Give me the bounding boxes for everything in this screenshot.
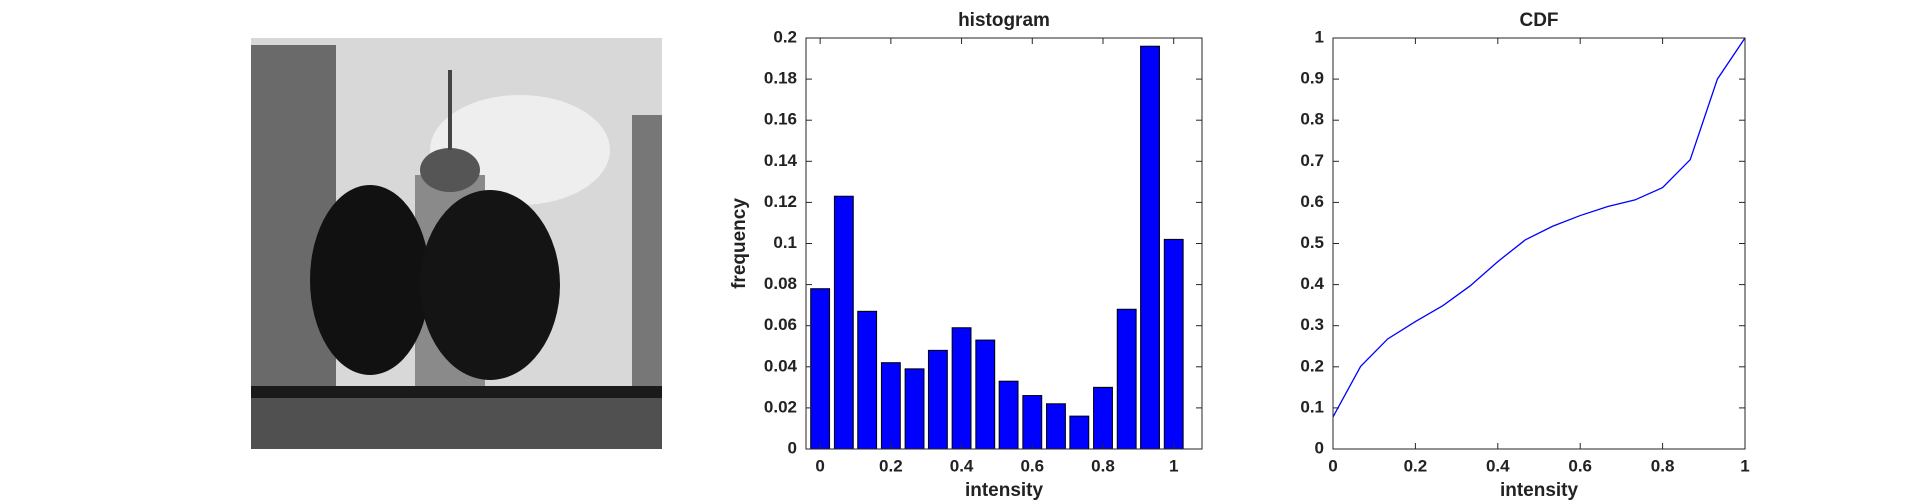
bar [810,288,831,450]
bar [880,362,901,450]
ground [251,398,662,449]
y-tick-label: 0.14 [764,151,798,170]
x-axis-label: intensity [1500,480,1579,501]
chart-title: histogram [958,10,1050,31]
y-tick-label: 0.7 [1300,151,1324,170]
bar [998,380,1019,450]
y-tick-label: 0.3 [1300,315,1324,334]
y-tick-label: 0.16 [764,110,797,129]
x-tick-label: 0.4 [1486,456,1510,475]
y-tick-label: 0.12 [764,192,797,211]
bar [927,349,948,450]
y-tick-label: 0.1 [1300,397,1324,416]
y-tick-label: 0 [788,438,797,457]
y-tick-label: 0.02 [764,397,797,416]
bar [1046,403,1066,450]
x-tick-label: 0.2 [1404,456,1428,475]
y-tick-label: 0.08 [764,274,797,293]
x-tick-label: 0 [815,456,824,475]
x-tick-label: 1 [1740,456,1749,475]
bar [833,195,854,450]
dome [420,148,480,192]
x-tick-label: 0.2 [879,456,903,475]
bar [1069,415,1090,450]
y-tick-label: 0.04 [764,356,798,375]
x-tick-label: 0.8 [1091,456,1115,475]
y-tick-label: 0.9 [1300,69,1324,88]
raven-left [310,185,430,375]
x-axis-label: intensity [965,480,1044,501]
y-tick-label: 0.2 [1300,356,1324,375]
y-tick-label: 0.5 [1300,233,1324,252]
bar [857,310,878,450]
railing [251,386,662,398]
bar [1116,308,1137,450]
bar [1163,238,1184,450]
y-tick-label: 0.8 [1300,110,1324,129]
bar [975,339,996,450]
y-axis-label: frequency [729,198,750,289]
bar [1093,386,1113,450]
x-tick-label: 0.6 [1568,456,1592,475]
bar [951,327,972,450]
bar [904,368,925,450]
x-tick-label: 0 [1328,456,1337,475]
y-tick-label: 0.18 [764,69,797,88]
line [1332,37,1746,418]
x-tick-label: 1 [1169,456,1178,475]
x-tick-label: 0.4 [950,456,974,475]
x-tick-label: 0.8 [1651,456,1675,475]
y-tick-label: 0.6 [1300,192,1324,211]
x-tick-label: 0.6 [1020,456,1044,475]
y-tick-label: 0.2 [773,27,797,46]
y-tick-label: 0.4 [1300,274,1324,293]
chart-title: CDF [1519,10,1558,31]
y-tick-label: 0.06 [764,315,797,334]
y-tick-label: 0 [1315,438,1324,457]
bar [1022,395,1043,450]
y-tick-label: 0.1 [773,233,797,252]
raven-right [420,190,560,380]
y-tick-label: 1 [1315,27,1324,46]
photo [251,38,662,449]
bar [1140,45,1160,450]
axes-background [1333,38,1745,449]
